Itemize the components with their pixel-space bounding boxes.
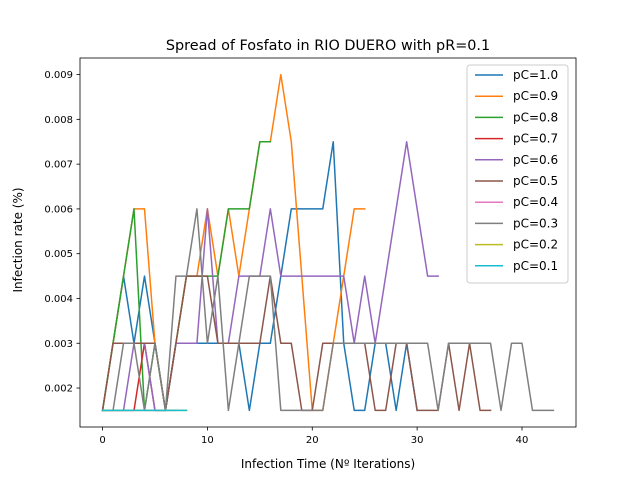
- series-line-pC=0.3: [101, 208, 555, 412]
- x-axis-label: Infection Time (Nº Iterations): [241, 457, 415, 471]
- chart-title: Spread of Fosfato in RIO DUERO with pR=0…: [166, 38, 490, 54]
- legend-label: pC=0.5: [513, 174, 558, 188]
- x-tick-label: 30: [411, 435, 424, 446]
- axes-frame: [79, 57, 577, 428]
- legend-label: pC=0.7: [513, 132, 558, 146]
- legend-label: pC=0.4: [513, 195, 558, 209]
- legend-label: pC=0.3: [513, 216, 558, 230]
- x-tick-label: 20: [306, 435, 319, 446]
- plot-area: [101, 73, 555, 412]
- legend-label: pC=1.0: [513, 68, 558, 82]
- series-line-pC=0.5: [101, 275, 492, 412]
- legend: pC=1.0 pC=0.9 pC=0.8 pC=0.7 pC=0.6 pC=0.5 pC=0…: [466, 64, 569, 284]
- legend-label: pC=0.6: [513, 153, 558, 167]
- x-tick-label: 0: [99, 435, 105, 446]
- legend-label: pC=0.9: [513, 89, 558, 103]
- y-tick-label: 0.004: [44, 294, 73, 305]
- y-tick-label: 0.005: [44, 249, 73, 260]
- legend-box: [466, 64, 569, 284]
- y-tick-label: 0.009: [44, 70, 73, 81]
- y-tick-label: 0.003: [44, 339, 73, 350]
- legend-label: pC=0.1: [513, 259, 558, 273]
- y-tick-label: 0.007: [44, 160, 73, 171]
- y-axis-label: Infection rate (%): [11, 187, 25, 292]
- y-tick-label: 0.002: [44, 384, 73, 395]
- y-tick-label: 0.008: [44, 115, 73, 126]
- x-tick-label: 10: [201, 435, 214, 446]
- axes: 0 10 20 30 40 0.002 0.003 0.004 0.005 0.006 0.007 0…: [44, 57, 577, 446]
- x-tick-label: 40: [516, 435, 529, 446]
- legend-label: pC=0.8: [513, 110, 558, 124]
- legend-label: pC=0.2: [513, 238, 558, 252]
- y-tick-label: 0.006: [44, 204, 73, 215]
